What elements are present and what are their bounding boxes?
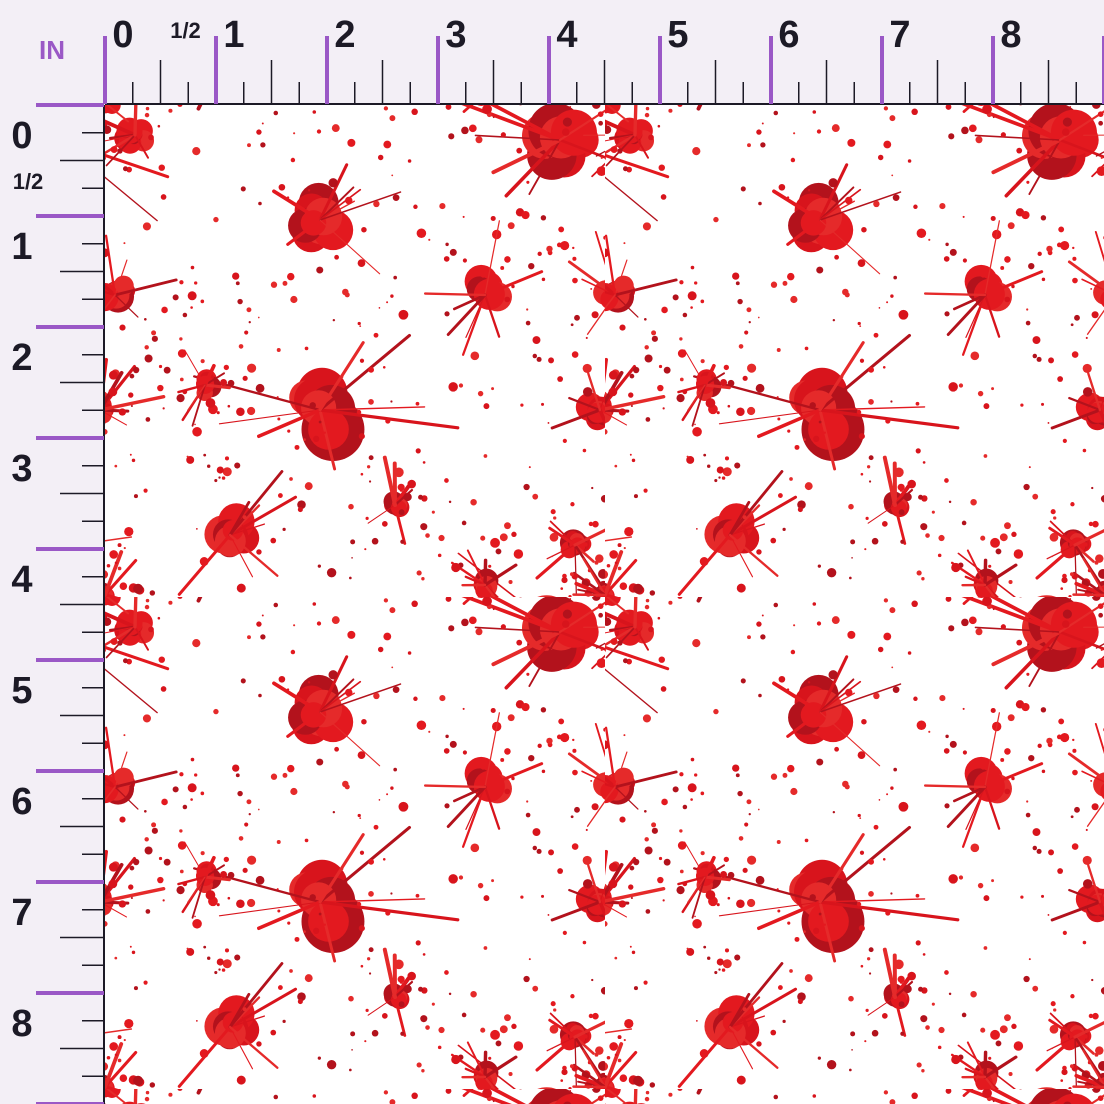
left-label: 2 — [11, 337, 32, 379]
unit-label: IN — [39, 35, 65, 65]
left-label: 3 — [11, 448, 32, 490]
left-label: 4 — [11, 559, 32, 601]
ruler: 0 1/2 1 2 3 4 5 6 7 8 0 1/2 1 2 3 4 5 6 7 8 — [11, 14, 1104, 1104]
left-label: 1/2 — [13, 169, 44, 194]
top-label: 1 — [223, 14, 244, 56]
left-label: 1 — [11, 226, 32, 268]
top-label: 6 — [778, 14, 799, 56]
left-label: 5 — [11, 670, 32, 712]
top-label: 7 — [889, 14, 910, 56]
left-label: 0 — [11, 115, 32, 157]
top-label: 2 — [334, 14, 355, 56]
left-label: 8 — [11, 1003, 32, 1045]
top-label: 8 — [1000, 14, 1021, 56]
top-label: 5 — [667, 14, 688, 56]
top-label: 1/2 — [170, 18, 201, 43]
top-label: 0 — [112, 14, 133, 56]
fabric-pattern — [105, 105, 1104, 1104]
left-label: 7 — [11, 892, 32, 934]
top-label: 4 — [556, 14, 577, 56]
left-label: 6 — [11, 781, 32, 823]
top-label: 3 — [445, 14, 466, 56]
